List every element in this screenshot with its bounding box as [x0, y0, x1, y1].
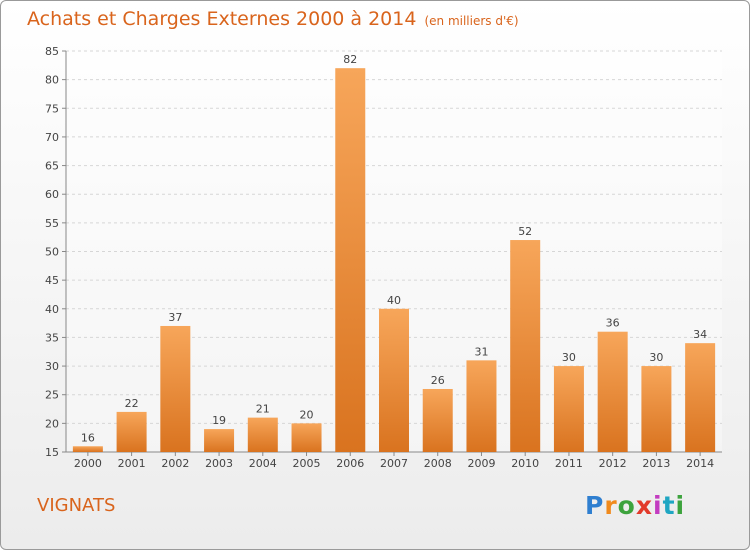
- bar: [466, 360, 497, 452]
- y-tick-label: 40: [45, 303, 59, 316]
- data-label: 26: [431, 374, 445, 387]
- x-tick-label: 2010: [511, 457, 539, 470]
- chart-title-text: Achats et Charges Externes 2000 à 2014: [27, 8, 417, 30]
- logo-letter: i: [675, 491, 686, 520]
- logo-letter: x: [635, 491, 653, 520]
- bar: [379, 308, 409, 452]
- x-tick-label: 2005: [293, 457, 321, 470]
- bar: [422, 388, 453, 452]
- data-label: 30: [649, 351, 663, 364]
- logo-letter: o: [617, 491, 636, 520]
- y-tick-label: 80: [45, 74, 59, 87]
- y-tick-label: 65: [45, 160, 59, 173]
- bar: [204, 429, 235, 452]
- data-label: 37: [168, 311, 182, 324]
- bar: [510, 240, 541, 452]
- bar: [597, 331, 628, 452]
- bar: [641, 366, 672, 452]
- logo-letter: i: [653, 491, 663, 520]
- logo-letter: P: [585, 491, 605, 520]
- x-tick-label: 2001: [118, 457, 146, 470]
- data-label: 34: [693, 328, 707, 341]
- data-label: 22: [125, 397, 139, 410]
- data-label: 20: [300, 408, 314, 421]
- y-tick-label: 55: [45, 217, 59, 230]
- data-label: 19: [212, 414, 226, 427]
- proxiti-logo: Proxiti: [585, 491, 685, 520]
- logo-letter: t: [662, 491, 676, 520]
- chart-title: Achats et Charges Externes 2000 à 2014 (e…: [27, 8, 519, 30]
- data-label: 30: [562, 351, 576, 364]
- x-tick-label: 2008: [424, 457, 452, 470]
- bar: [72, 446, 103, 452]
- data-label: 36: [606, 317, 620, 330]
- logo-letter: r: [604, 491, 618, 520]
- data-label: 16: [81, 431, 95, 444]
- x-tick-label: 2012: [599, 457, 627, 470]
- y-tick-label: 85: [45, 45, 59, 58]
- x-tick-label: 2003: [205, 457, 233, 470]
- y-tick-label: 60: [45, 188, 59, 201]
- y-tick-label: 70: [45, 131, 59, 144]
- x-tick-label: 2014: [686, 457, 714, 470]
- data-label: 31: [474, 345, 488, 358]
- y-tick-label: 45: [45, 274, 59, 287]
- x-tick-label: 2013: [642, 457, 670, 470]
- x-tick-label: 2006: [336, 457, 364, 470]
- x-tick-label: 2007: [380, 457, 408, 470]
- data-label: 82: [343, 53, 357, 66]
- x-tick-label: 2009: [467, 457, 495, 470]
- chart-unit: (en milliers d'€): [424, 14, 519, 28]
- bar: [247, 417, 278, 452]
- bar: [553, 366, 584, 452]
- x-tick-label: 2011: [555, 457, 583, 470]
- y-tick-label: 30: [45, 360, 59, 373]
- x-tick-label: 2002: [161, 457, 189, 470]
- y-tick-label: 75: [45, 102, 59, 115]
- data-label: 52: [518, 225, 532, 238]
- bar: [335, 68, 366, 452]
- data-label: 40: [387, 294, 401, 307]
- bar: [685, 343, 716, 452]
- y-tick-label: 25: [45, 389, 59, 402]
- data-label: 21: [256, 403, 270, 416]
- bar: [291, 423, 322, 452]
- bar: [160, 325, 191, 452]
- y-tick-label: 50: [45, 246, 59, 259]
- y-tick-label: 15: [45, 446, 59, 459]
- bar: [116, 411, 147, 452]
- x-tick-label: 2004: [249, 457, 277, 470]
- place-name: VIGNATS: [37, 495, 116, 516]
- y-tick-label: 35: [45, 331, 59, 344]
- y-tick-label: 20: [45, 417, 59, 430]
- x-tick-label: 2000: [74, 457, 102, 470]
